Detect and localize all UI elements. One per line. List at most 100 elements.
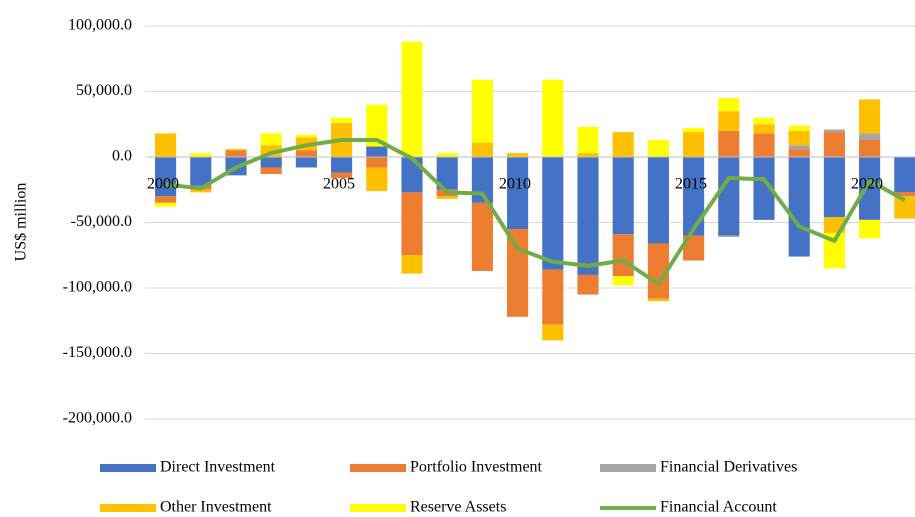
- bar: [331, 172, 353, 178]
- bar: [401, 157, 423, 193]
- bar: [718, 98, 740, 112]
- bar: [471, 79, 493, 143]
- bar: [401, 192, 423, 256]
- bar: [612, 234, 634, 277]
- bar: [788, 145, 810, 150]
- bar: [542, 157, 564, 270]
- bar: [683, 132, 705, 157]
- bar: [401, 255, 423, 274]
- y-tick-label: -150,000.0: [63, 344, 132, 361]
- bar: [718, 157, 740, 236]
- bar: [683, 235, 705, 261]
- y-tick-label: 100,000.0: [68, 17, 132, 34]
- bar: [190, 189, 212, 193]
- legend-label: Financial Account: [660, 499, 777, 516]
- bar: [788, 149, 810, 157]
- bar: [436, 196, 458, 199]
- bar: [225, 150, 247, 157]
- bar: [331, 157, 353, 173]
- bar: [260, 167, 282, 175]
- bar: [366, 104, 388, 147]
- bar: [823, 232, 845, 269]
- bar: [577, 153, 599, 157]
- bar: [647, 139, 669, 157]
- legend-label: Direct Investment: [160, 459, 276, 476]
- bar: [436, 157, 458, 190]
- bar: [295, 134, 317, 138]
- bar: [577, 274, 599, 295]
- x-tick-label: 2020: [851, 176, 883, 193]
- legend-label: Reserve Assets: [410, 499, 506, 516]
- bar: [788, 125, 810, 131]
- bar: [612, 276, 634, 286]
- bar: [859, 133, 881, 140]
- bar: [260, 157, 282, 168]
- bar: [507, 157, 529, 230]
- bar: [859, 219, 881, 239]
- legend-label: Portfolio Investment: [410, 459, 543, 476]
- legend-swatch: [100, 504, 156, 512]
- x-tick-label: 2000: [147, 176, 179, 193]
- bar: [753, 157, 775, 220]
- y-tick-label: -50,000.0: [71, 213, 132, 230]
- bar: [718, 130, 740, 157]
- bar: [471, 142, 493, 157]
- x-tick-label: 2010: [499, 176, 531, 193]
- bar: [471, 157, 493, 203]
- y-tick-label: -100,000.0: [63, 279, 132, 296]
- bar: [155, 133, 177, 157]
- bar: [225, 149, 247, 151]
- bar: [295, 157, 317, 168]
- bar: [612, 132, 634, 157]
- bar: [753, 117, 775, 125]
- bar: [647, 157, 669, 244]
- bar: [190, 157, 212, 186]
- y-tick-label: 0.0: [112, 148, 132, 165]
- bar: [753, 133, 775, 157]
- bar: [507, 153, 529, 157]
- bar: [788, 157, 810, 257]
- bar: [894, 157, 915, 193]
- bar: [683, 157, 705, 236]
- y-axis-label: US$ million: [13, 183, 30, 262]
- bar: [190, 153, 212, 157]
- line: [165, 137, 906, 287]
- bar: [718, 235, 740, 237]
- bar: [155, 196, 177, 203]
- y-tick-label: -200,000.0: [63, 410, 132, 427]
- bar: [718, 111, 740, 131]
- bar: [471, 202, 493, 271]
- legend-swatch: [100, 464, 156, 472]
- bar: [295, 150, 317, 157]
- bar: [823, 132, 845, 157]
- legend-swatch: [600, 464, 656, 472]
- bar: [577, 126, 599, 154]
- bar: [647, 243, 669, 299]
- bar: [683, 128, 705, 133]
- legend-swatch: [350, 464, 406, 472]
- bar: [331, 117, 353, 123]
- bar: [753, 124, 775, 134]
- bar: [612, 157, 634, 235]
- bar: [542, 79, 564, 157]
- legend-label: Other Investment: [160, 499, 272, 516]
- bar: [894, 196, 915, 219]
- legend-swatch: [350, 504, 406, 512]
- bar: [859, 157, 881, 220]
- bar: [260, 133, 282, 146]
- bar: [577, 157, 599, 275]
- y-tick-label: 50,000.0: [76, 82, 132, 99]
- bar: [366, 157, 388, 168]
- x-tick-label: 2015: [675, 176, 707, 193]
- bar: [647, 298, 669, 302]
- x-tick-label: 2005: [323, 176, 355, 193]
- bar: [436, 153, 458, 157]
- bar: [542, 324, 564, 341]
- bar: [401, 41, 423, 157]
- bar: [366, 146, 388, 157]
- bar: [859, 139, 881, 157]
- bar: [507, 229, 529, 317]
- bar: [542, 269, 564, 325]
- bar: [788, 130, 810, 146]
